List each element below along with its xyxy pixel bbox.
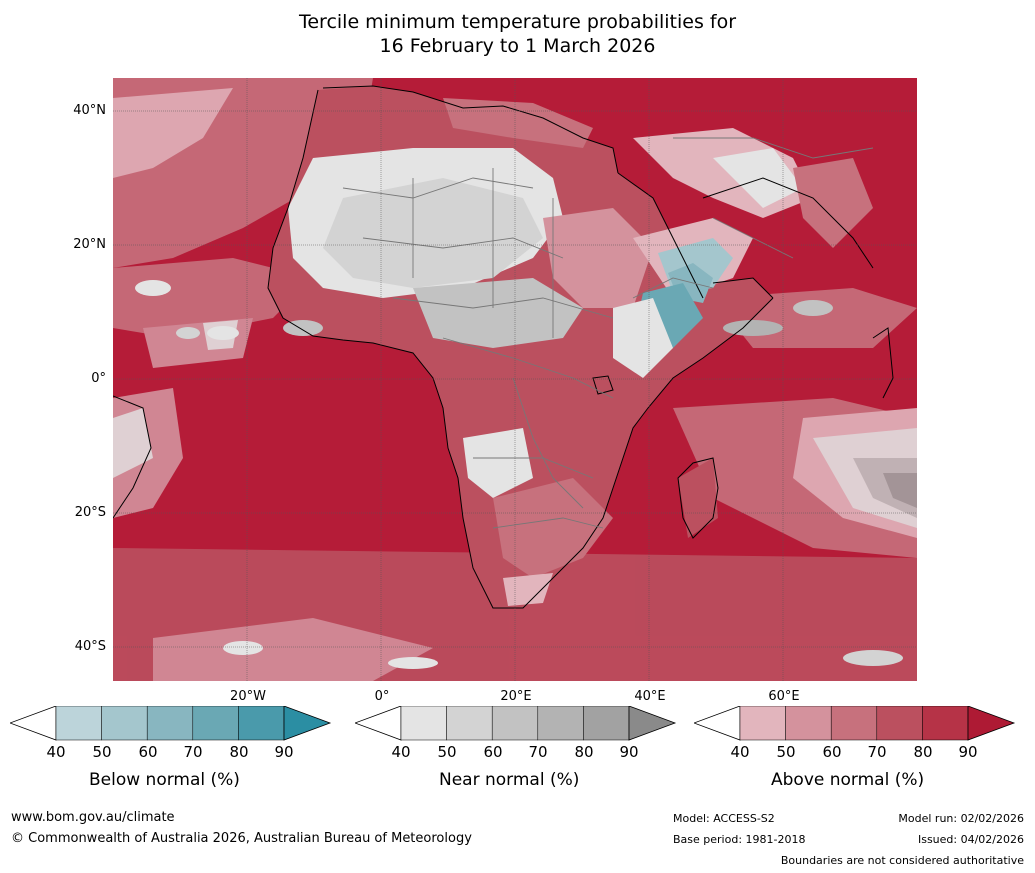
colorbar-tick: 40	[730, 743, 750, 761]
colorbar-swatch	[55, 705, 102, 741]
colorbar-swatch	[583, 705, 630, 741]
colorbar-tick: 50	[437, 743, 457, 761]
country-borders	[342, 137, 874, 529]
colorbar-swatch	[876, 705, 923, 741]
colorbar-swatch	[537, 705, 584, 741]
colorbar-tick: 40	[46, 743, 66, 761]
lon-label-20e: 20°E	[500, 689, 532, 704]
colorbar-swatch	[785, 705, 832, 741]
colorbar-tick: 60	[138, 743, 158, 761]
lat-label-40s: 40°S	[74, 639, 106, 654]
colorbar-label: Below normal (%)	[89, 770, 240, 790]
colorbar-tick: 70	[183, 743, 203, 761]
colorbar-label: Above normal (%)	[771, 770, 925, 790]
colorbar-tick: 60	[822, 743, 842, 761]
colorbar-tick: 60	[483, 743, 503, 761]
colorbar-swatch	[922, 705, 969, 741]
colorbar-tick: 50	[776, 743, 796, 761]
colorbar-tick: 50	[92, 743, 112, 761]
probability-map	[113, 78, 917, 681]
colorbar-extend-high	[967, 705, 1016, 741]
colorbar-swatch	[491, 705, 539, 741]
colorbar-swatch	[101, 705, 148, 741]
colorbar-near-normal-swatches	[353, 705, 677, 741]
colorbar-label: Near normal (%)	[439, 770, 580, 790]
colorbar-extend-high	[283, 705, 332, 741]
land-fill	[268, 86, 873, 608]
coastlines	[113, 85, 894, 609]
colorbar-swatch	[830, 705, 878, 741]
colorbar-tick: 80	[913, 743, 933, 761]
map-title: Tercile minimum temperature probabilitie…	[0, 10, 1035, 58]
lon-label-20w: 20°W	[230, 689, 266, 704]
colorbar-below-normal: 40 50 60 70 80 90 Below normal (%)	[8, 705, 332, 790]
lat-label-20n: 20°N	[73, 237, 106, 252]
lon-label-0: 0°	[374, 689, 390, 704]
colorbar-tick: 90	[274, 743, 294, 761]
colorbar-above-normal-swatches	[692, 705, 1016, 741]
colorbar-extend-low	[692, 705, 741, 741]
lat-label-40n: 40°N	[73, 103, 106, 118]
colorbar-swatch	[446, 705, 493, 741]
colorbar-below-normal-swatches	[8, 705, 332, 741]
colorbar-tick: 90	[619, 743, 639, 761]
colorbar-extend-low	[8, 705, 57, 741]
colorbar-extend-high	[628, 705, 677, 741]
map-canvas	[113, 78, 917, 681]
colorbar-extend-low	[353, 705, 402, 741]
title-line-1: Tercile minimum temperature probabilitie…	[298, 11, 737, 33]
colorbar-swatch	[739, 705, 786, 741]
colorbar-tick: 80	[574, 743, 594, 761]
copyright-notice: © Commonwealth of Australia 2026, Austra…	[11, 831, 472, 846]
boundaries-disclaimer: Boundaries are not considered authoritat…	[780, 854, 1024, 867]
lat-label-20s: 20°S	[74, 505, 106, 520]
colorbar-swatch	[146, 705, 194, 741]
colorbar-swatch	[238, 705, 285, 741]
issued-date: Issued: 04/02/2026	[917, 833, 1024, 846]
website-link[interactable]: www.bom.gov.au/climate	[11, 810, 175, 825]
title-line-2: 16 February to 1 March 2026	[379, 35, 656, 57]
model-run-date: Model run: 02/02/2026	[898, 812, 1024, 825]
colorbar-tick: 40	[391, 743, 411, 761]
lon-label-60e: 60°E	[768, 689, 800, 704]
colorbar-swatch	[400, 705, 447, 741]
colorbar-above-normal: 40 50 60 70 80 90 Above normal (%)	[692, 705, 1016, 790]
colorbar-near-normal: 40 50 60 70 80 90 Near normal (%)	[353, 705, 677, 790]
colorbar-tick: 90	[958, 743, 978, 761]
base-period: Base period: 1981-2018	[673, 833, 806, 846]
colorbar-swatch	[192, 705, 239, 741]
colorbar-tick: 70	[528, 743, 548, 761]
model-name: Model: ACCESS-S2	[673, 812, 775, 825]
colorbar-tick: 80	[229, 743, 249, 761]
graticule	[113, 78, 917, 681]
lat-label-equator: 0°	[91, 371, 106, 386]
lon-label-40e: 40°E	[634, 689, 666, 704]
colorbar-tick: 70	[867, 743, 887, 761]
